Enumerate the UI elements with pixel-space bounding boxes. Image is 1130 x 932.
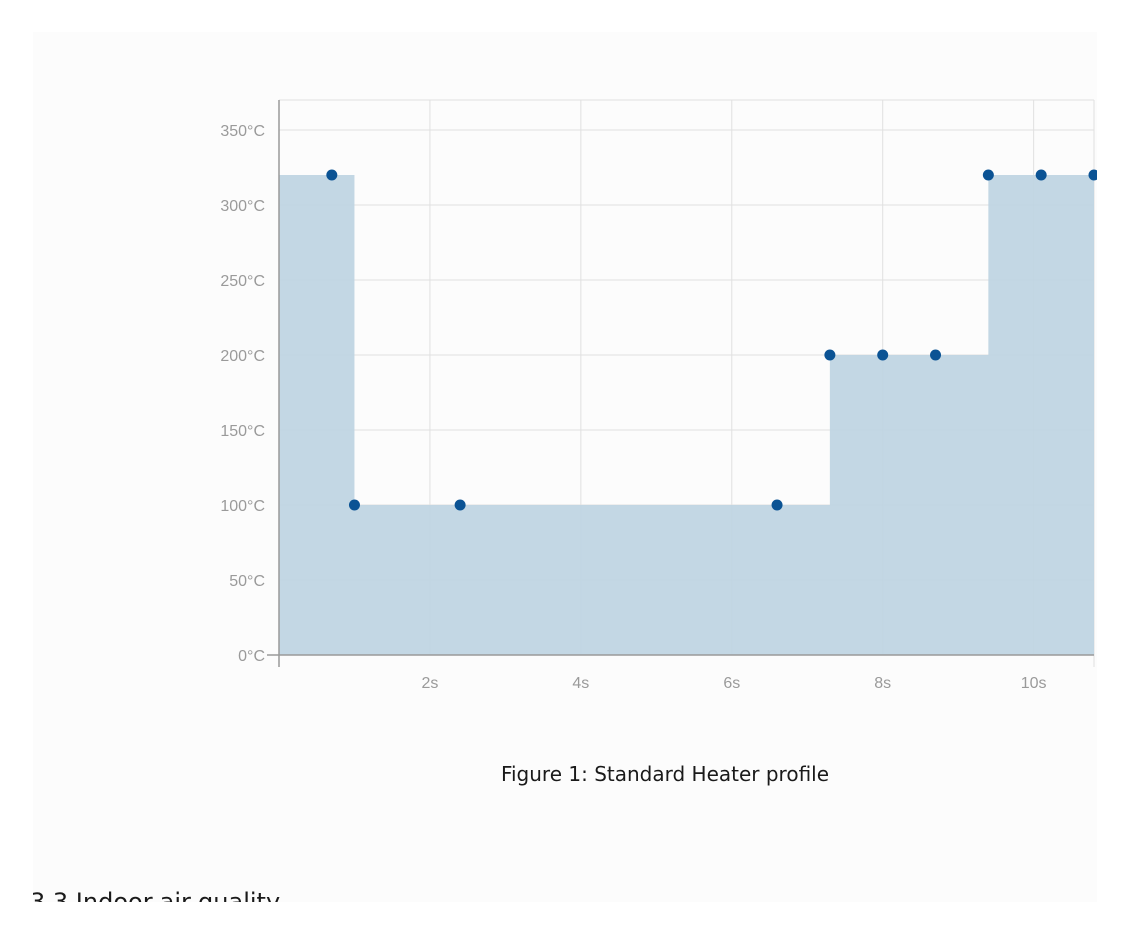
- data-point: [326, 169, 338, 181]
- data-point: [824, 349, 836, 361]
- data-point: [771, 499, 783, 511]
- x-tick-label: 6s: [723, 675, 740, 692]
- y-tick-label: 350°C: [220, 123, 265, 140]
- data-point: [1088, 169, 1097, 181]
- step-area: [279, 175, 1094, 655]
- y-tick-label: 100°C: [220, 498, 265, 515]
- heater-profile-chart: 0°C 50°C 100°C 150°C 200°C 250°C 300°C 350°C 2s 4…: [220, 99, 1097, 692]
- x-tick-label: 8s: [874, 675, 891, 692]
- x-tick-label: 10s: [1021, 675, 1047, 692]
- y-tick-label: 250°C: [220, 273, 265, 290]
- figure-caption: Figure 1: Standard Heater profile: [500, 762, 830, 786]
- y-tick-label: 150°C: [220, 423, 265, 440]
- section-heading: 3.3 Indoor-air-quality: [33, 888, 281, 902]
- data-point: [454, 499, 466, 511]
- document-panel: 0°C 50°C 100°C 150°C 200°C 250°C 300°C 350°C 2s 4…: [33, 32, 1097, 902]
- data-point: [877, 349, 889, 361]
- y-tick-label: 200°C: [220, 348, 265, 365]
- x-tick-label: 2s: [421, 675, 438, 692]
- data-point: [930, 349, 942, 361]
- y-tick-label: 300°C: [220, 198, 265, 215]
- data-point: [348, 499, 360, 511]
- data-point: [1035, 169, 1047, 181]
- y-tick-label: 0°C: [238, 648, 265, 665]
- data-point: [982, 169, 994, 181]
- x-tick-label: 4s: [572, 675, 589, 692]
- y-tick-label: 50°C: [229, 573, 265, 590]
